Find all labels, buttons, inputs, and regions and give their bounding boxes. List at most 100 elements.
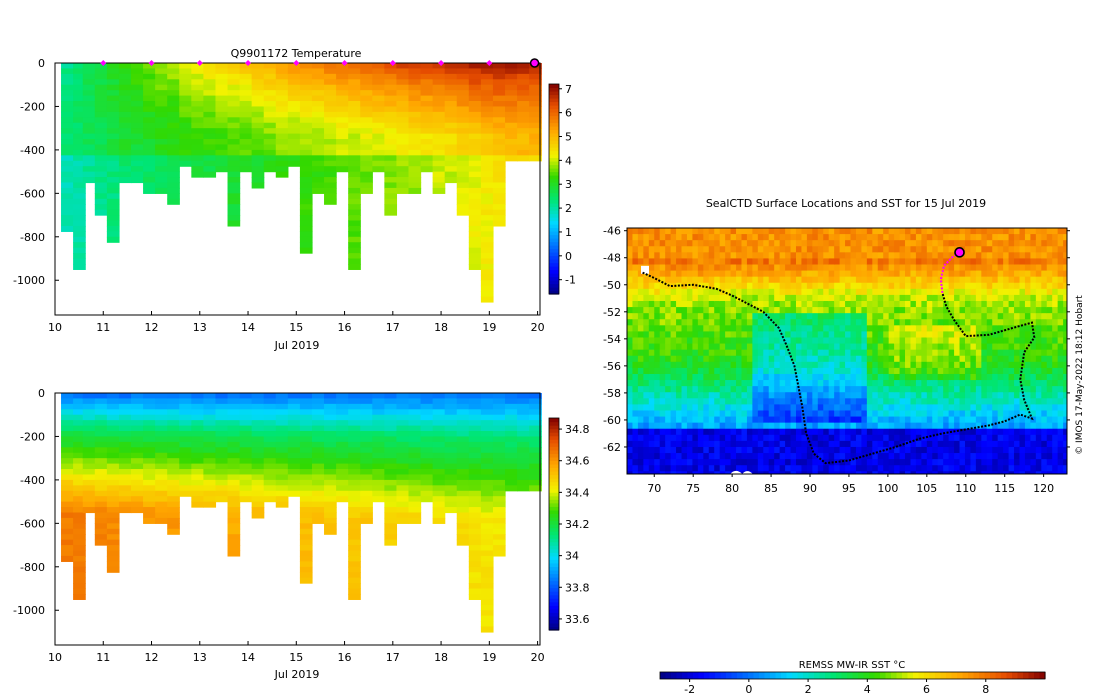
- sst-cell: [937, 422, 944, 430]
- sst-cell: [817, 422, 824, 430]
- sst-cell: [806, 258, 813, 265]
- sst-cell: [845, 313, 852, 320]
- salinity-cell: [191, 496, 204, 503]
- sst-cell: [790, 288, 797, 296]
- sst-cell: [659, 294, 666, 302]
- sst-cell: [686, 337, 693, 345]
- temperature-cell: [444, 111, 458, 118]
- sst-cell: [943, 294, 950, 302]
- temperature-cell: [167, 139, 180, 146]
- sst-cell: [757, 294, 764, 302]
- salinity-cell: [396, 485, 410, 492]
- salinity-cell: [191, 409, 204, 416]
- salinity-cell: [131, 403, 144, 410]
- salinity-cell: [360, 420, 373, 427]
- sst-cell: [899, 367, 906, 375]
- sst-cell: [665, 361, 672, 369]
- salinity-cell: [468, 512, 482, 519]
- temperature-cell: [94, 144, 108, 151]
- temperature-cell: [492, 204, 506, 211]
- sst-cell: [692, 288, 699, 296]
- sst-cell: [839, 337, 846, 345]
- salinity-cell: [311, 447, 325, 454]
- sst-cell: [643, 252, 650, 259]
- temperature-cell: [275, 117, 289, 124]
- temperature-cell: [360, 101, 373, 108]
- sst-cell: [986, 246, 993, 253]
- sst-cell: [692, 373, 699, 381]
- sst-cell: [817, 264, 824, 272]
- sst-cell: [746, 355, 753, 363]
- temperature-cell: [203, 95, 217, 102]
- salinity-cell: [348, 534, 361, 541]
- colorbar-swatch: [549, 580, 559, 585]
- salinity-cell: [456, 398, 470, 405]
- sst-cell: [785, 453, 792, 460]
- sst-cell: [948, 434, 955, 442]
- sst-cell: [774, 361, 781, 369]
- salinity-cell: [191, 501, 204, 508]
- salinity-cell: [94, 474, 108, 481]
- sst-cell: [981, 422, 988, 430]
- salinity-cell: [396, 463, 410, 470]
- salinity-cell: [468, 458, 482, 465]
- sst-cell: [768, 349, 775, 357]
- salinity-cell: [155, 501, 168, 508]
- sst-cell: [943, 337, 950, 345]
- sst-cell: [730, 398, 737, 405]
- sst-cell: [785, 319, 792, 326]
- sst-cell: [975, 398, 982, 405]
- sst-cell: [872, 367, 879, 375]
- sst-cell: [964, 246, 971, 253]
- colorbar-swatch: [549, 513, 559, 518]
- temperature-cell: [227, 171, 241, 178]
- sst-cell: [943, 282, 950, 290]
- sst-cell: [872, 380, 879, 387]
- temperature-cell: [492, 155, 506, 162]
- temperature-cell: [480, 171, 494, 178]
- sst-cell: [785, 349, 792, 357]
- salinity-cell: [480, 490, 494, 497]
- colorbar-swatch: [549, 171, 559, 176]
- sst-cell: [697, 325, 704, 332]
- sst-cell: [774, 258, 781, 265]
- salinity-cell: [251, 409, 265, 416]
- sst-cell: [774, 392, 781, 399]
- sst-cell: [877, 422, 884, 430]
- sst-cell: [665, 434, 672, 442]
- salinity-cell: [408, 441, 422, 448]
- sst-cell: [703, 307, 710, 314]
- salinity-cell: [444, 490, 458, 497]
- sst-cell: [681, 416, 688, 424]
- temperature-cell: [299, 160, 313, 167]
- colorbar-swatch: [549, 453, 559, 458]
- sst-cell: [986, 307, 993, 314]
- salinity-cell: [82, 420, 96, 427]
- salinity-cell: [444, 398, 458, 405]
- temperature-cell: [106, 117, 120, 124]
- temperature-cell: [82, 166, 96, 173]
- salinity-cell: [372, 425, 385, 432]
- sst-cell: [757, 331, 764, 338]
- temperature-cell: [167, 84, 180, 91]
- sst-cell: [899, 434, 906, 442]
- sst-cell: [801, 398, 808, 405]
- salinity-cell: [432, 393, 446, 400]
- sst-cell: [975, 453, 982, 460]
- sst-cell: [948, 367, 955, 375]
- sst-cell: [926, 422, 933, 430]
- sst-cell: [855, 398, 862, 405]
- salinity-cell: [82, 452, 96, 459]
- sst-cell: [725, 434, 732, 442]
- sst-cell: [703, 319, 710, 326]
- sst-cell: [877, 471, 884, 474]
- salinity-cell: [396, 452, 410, 459]
- temperature-cell: [299, 149, 313, 156]
- salinity-cell: [444, 393, 458, 400]
- sst-cell: [959, 288, 966, 296]
- sst-cell: [861, 270, 868, 278]
- colorbar-swatch: [549, 619, 559, 624]
- sst-cell: [774, 422, 781, 430]
- salinity-cell: [432, 517, 446, 524]
- sst-cell: [637, 252, 644, 259]
